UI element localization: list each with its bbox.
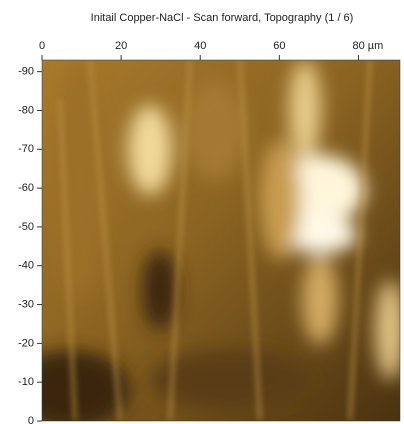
y-tick-label: -70 <box>18 143 34 155</box>
topography-image <box>10 60 404 424</box>
chart: Initail Copper-NaCl - Scan forward, Topo… <box>0 0 404 424</box>
y-tick-label: -60 <box>18 182 34 194</box>
y-tick-label: 0 <box>28 415 34 424</box>
x-tick-label: 0 <box>39 40 45 52</box>
y-tick-label: -20 <box>18 337 34 349</box>
y-tick-label: -50 <box>18 221 34 233</box>
y-tick-label: -30 <box>18 298 34 310</box>
x-tick-label: 40 <box>194 40 206 52</box>
chart-title: Initail Copper-NaCl - Scan forward, Topo… <box>91 12 354 24</box>
x-tick-label: 60 <box>273 40 285 52</box>
x-tick-label: 80 µm <box>352 40 383 52</box>
page: Initail Copper-NaCl - Scan forward, Topo… <box>0 0 404 424</box>
y-tick-label: -90 <box>18 66 34 78</box>
y-tick-label: -80 <box>18 104 34 116</box>
y-tick-label: -40 <box>18 260 34 272</box>
x-tick-label: 20 <box>115 40 127 52</box>
y-tick-label: -10 <box>18 376 34 388</box>
